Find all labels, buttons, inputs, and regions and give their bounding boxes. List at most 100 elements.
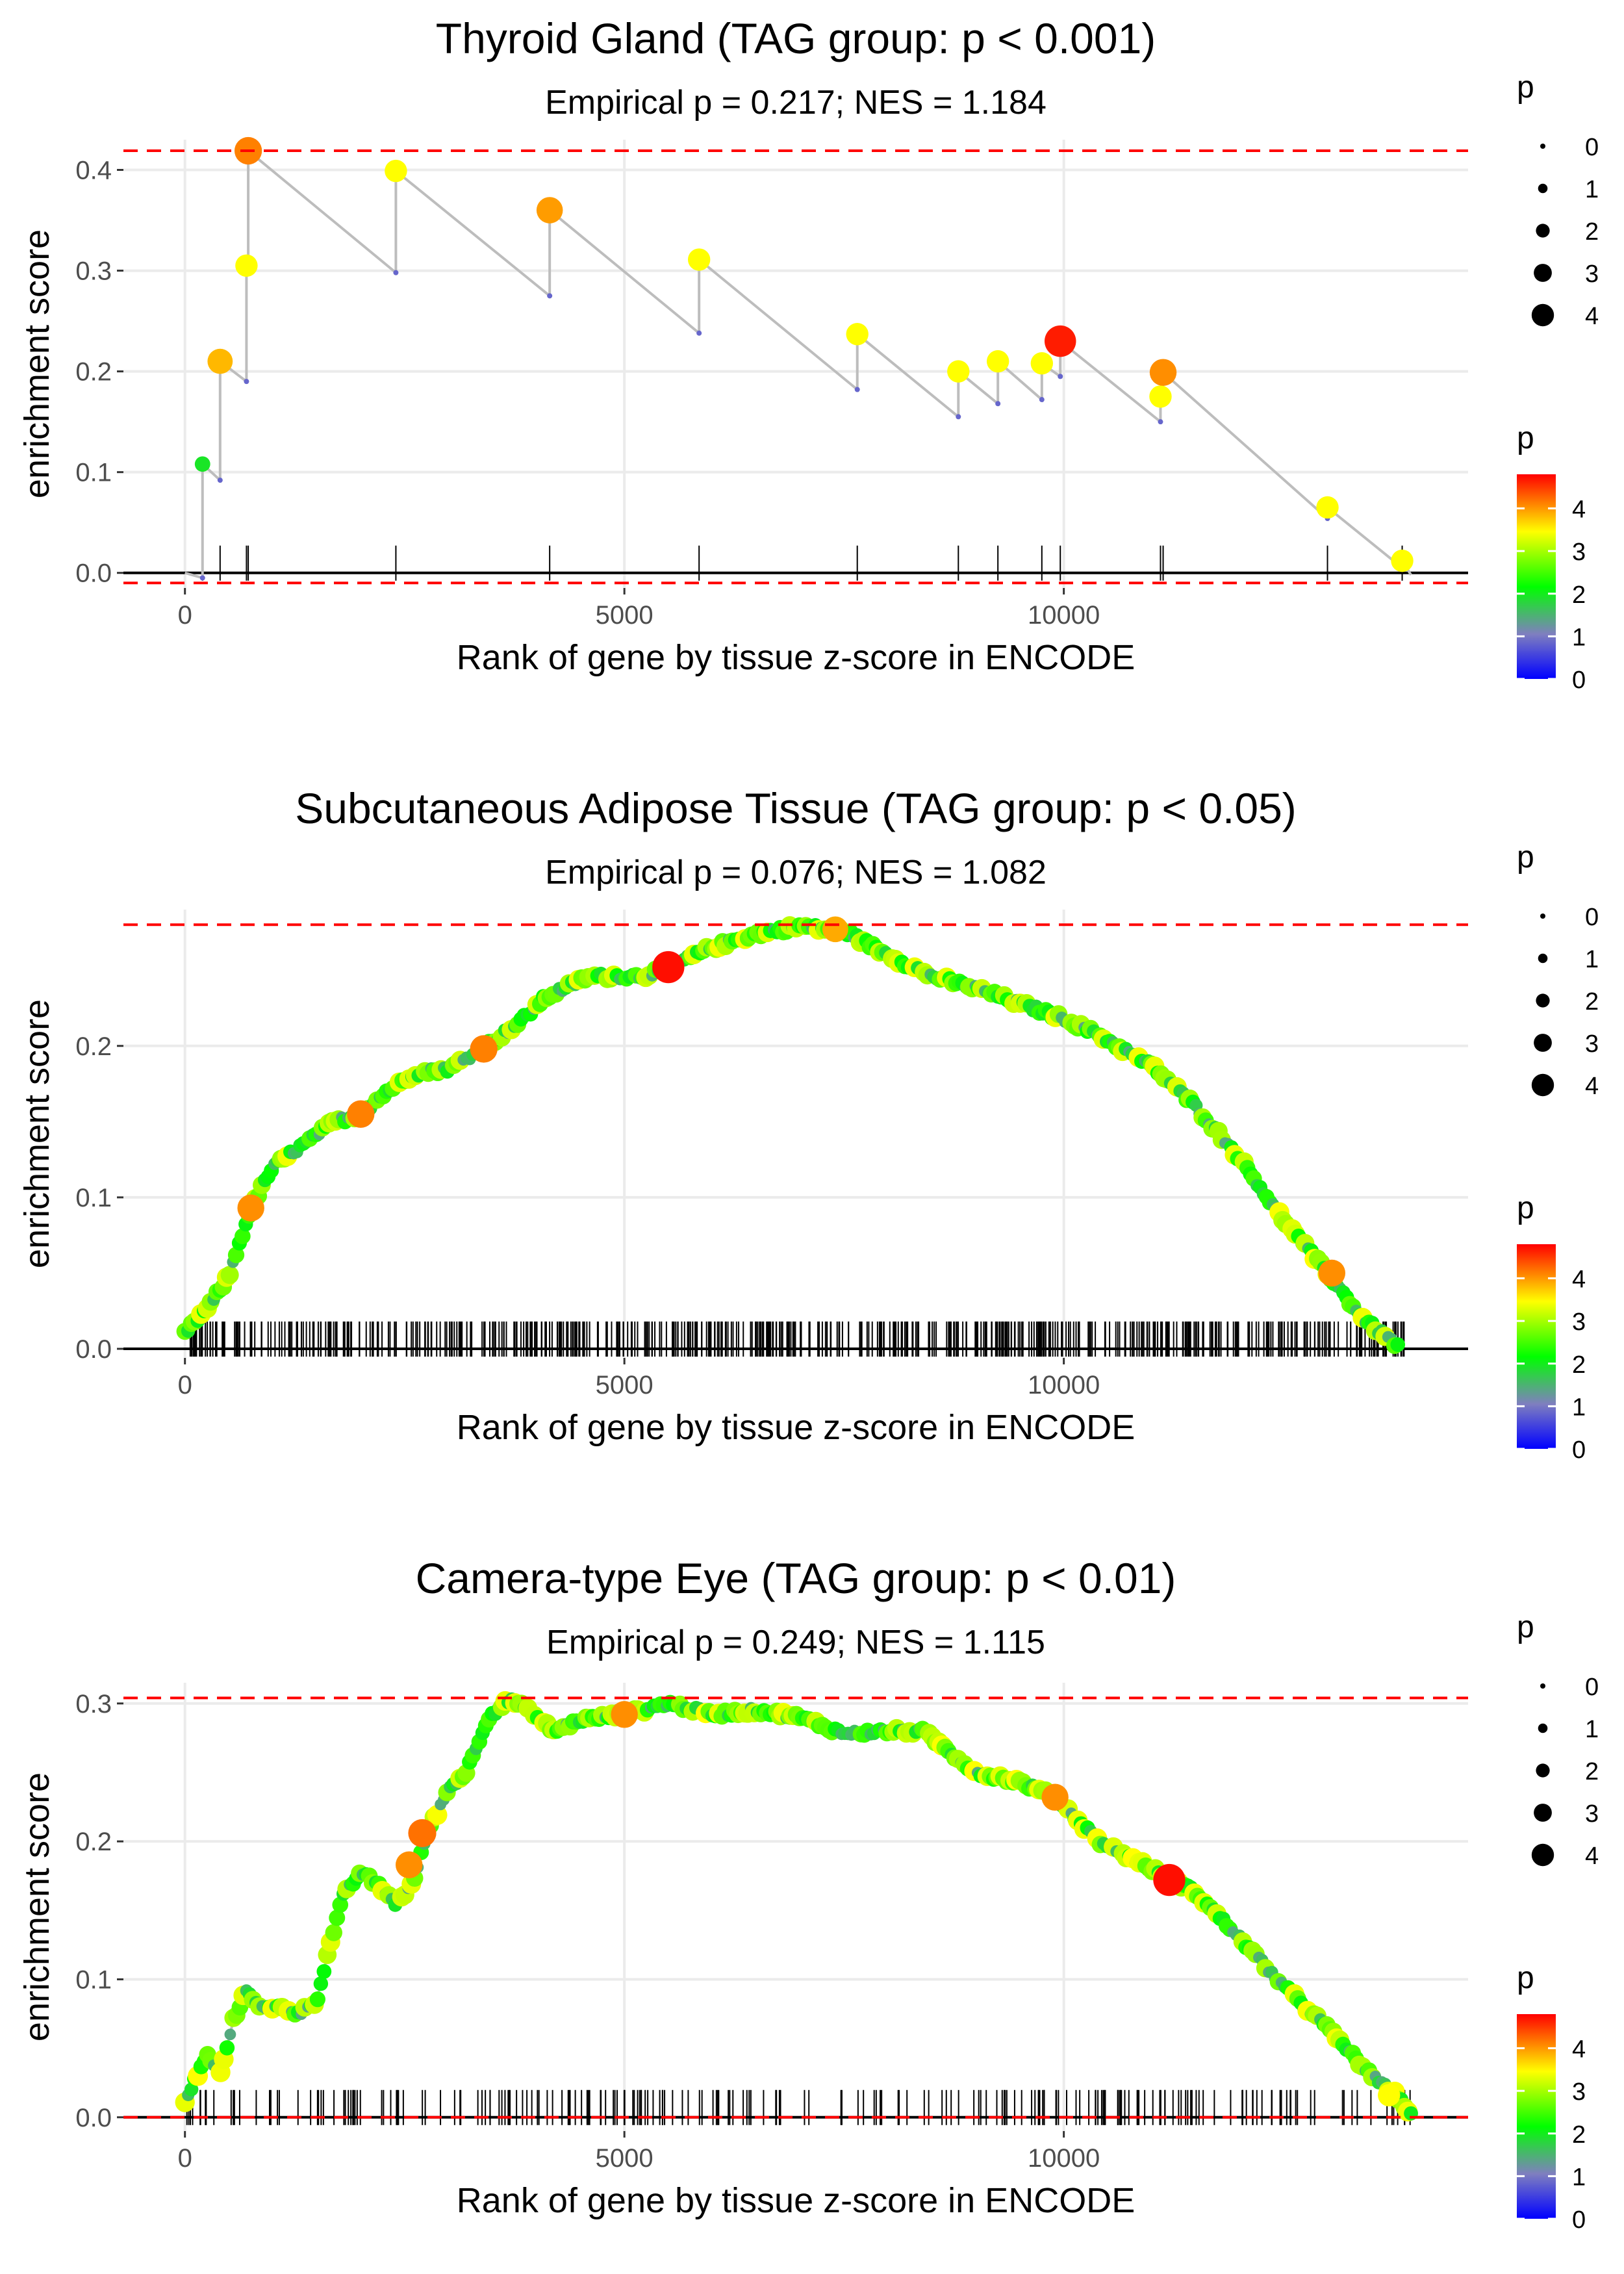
- es-point-minor: [956, 414, 961, 420]
- size-legend-label: 2: [1585, 988, 1599, 1016]
- color-legend-bar: [1517, 474, 1556, 679]
- size-legend-key: [1536, 993, 1550, 1008]
- y-tick-label: 0.2: [75, 1032, 112, 1061]
- size-legend-key: [1531, 1843, 1554, 1867]
- y-tick-label: 0.1: [75, 1965, 112, 1994]
- y-tick-label: 0.0: [75, 2104, 112, 2132]
- y-tick-label: 0.2: [75, 358, 112, 387]
- es-point: [224, 2028, 236, 2041]
- size-legend-key: [1540, 144, 1545, 149]
- x-tick-label: 10000: [1028, 1371, 1100, 1399]
- size-legend-label: 1: [1585, 176, 1599, 203]
- y-tick-label: 0.1: [75, 1184, 112, 1212]
- x-axis-title: Rank of gene by tissue z-score in ENCODE: [457, 638, 1135, 677]
- es-point-highlight: [822, 916, 848, 943]
- es-point-minor: [393, 270, 399, 275]
- size-legend-key: [1538, 183, 1548, 194]
- x-axis-title: Rank of gene by tissue z-score in ENCODE: [457, 2181, 1135, 2220]
- color-legend-label: 0: [1572, 1437, 1586, 1464]
- chart-subtitle: Empirical p = 0.217; NES = 1.184: [545, 84, 1047, 121]
- y-axis-title: enrichment score: [18, 229, 57, 498]
- es-point-minor: [199, 575, 205, 581]
- es-point: [325, 1924, 342, 1941]
- color-legend-label: 4: [1572, 2036, 1586, 2063]
- size-legend-label: 4: [1585, 303, 1599, 330]
- color-legend-label: 3: [1572, 539, 1586, 566]
- es-point: [235, 254, 258, 277]
- chart-title: Camera-type Eye (TAG group: p < 0.01): [416, 1554, 1176, 1602]
- panel-3: Camera-type Eye (TAG group: p < 0.01) Emp…: [18, 1554, 1599, 2234]
- color-legend-label: 1: [1572, 1394, 1586, 1421]
- es-point-highlight: [347, 1100, 375, 1128]
- size-legend-label: 3: [1585, 1030, 1599, 1058]
- color-legend-label: 0: [1572, 2206, 1586, 2234]
- es-point-highlight: [470, 1035, 498, 1063]
- size-legend-label: 4: [1585, 1843, 1599, 1870]
- y-tick-label: 0.3: [75, 1690, 112, 1718]
- es-point: [687, 248, 711, 271]
- color-legend-label: 3: [1572, 1309, 1586, 1336]
- panel-2: Subcutaneous Adipose Tissue (TAG group: …: [18, 784, 1599, 1464]
- es-point: [219, 2040, 235, 2056]
- es-point-highlight: [408, 1819, 437, 1848]
- y-tick-label: 0.4: [75, 157, 112, 185]
- color-legend-bar: [1517, 2014, 1556, 2219]
- y-axis-title: enrichment score: [18, 999, 57, 1268]
- size-legend-label: 3: [1585, 261, 1599, 288]
- size-legend-label: 4: [1585, 1073, 1599, 1100]
- es-point-highlight: [1153, 1863, 1186, 1897]
- size-legend-key: [1534, 264, 1552, 282]
- color-legend-bar: [1517, 1244, 1556, 1449]
- es-point-highlight: [395, 1851, 423, 1878]
- color-legend-title: p: [1517, 421, 1534, 455]
- size-legend-key: [1531, 1073, 1554, 1097]
- size-legend-title: p: [1517, 1610, 1534, 1644]
- es-point-highlight: [611, 1701, 638, 1728]
- size-legend-key: [1531, 303, 1554, 327]
- y-tick-label: 0.1: [75, 459, 112, 487]
- es-point: [536, 197, 563, 224]
- x-tick-label: 0: [178, 601, 192, 630]
- color-legend-label: 1: [1572, 624, 1586, 651]
- es-point-minor: [995, 401, 1001, 407]
- size-legend-key: [1540, 1683, 1545, 1689]
- size-legend-key: [1538, 953, 1548, 964]
- es-point-minor: [1039, 397, 1045, 403]
- size-legend-label: 2: [1585, 1758, 1599, 1785]
- es-point: [1149, 385, 1172, 408]
- size-legend-label: 2: [1585, 218, 1599, 246]
- size-legend-label: 1: [1585, 1716, 1599, 1743]
- color-legend-label: 4: [1572, 496, 1586, 524]
- es-point-highlight: [1318, 1259, 1346, 1287]
- size-legend-label: 0: [1585, 1674, 1599, 1701]
- es-point: [313, 1976, 329, 1991]
- color-legend-label: 2: [1572, 2121, 1586, 2149]
- x-axis-title: Rank of gene by tissue z-score in ENCODE: [457, 1408, 1135, 1447]
- es-point: [207, 348, 233, 374]
- es-point: [1044, 325, 1076, 357]
- panel-1: Thyroid Gland (TAG group: p < 0.001) Empi…: [18, 14, 1599, 694]
- es-point: [846, 323, 869, 346]
- x-tick-label: 5000: [596, 601, 653, 630]
- color-legend-label: 1: [1572, 2164, 1586, 2191]
- es-point-minor: [217, 478, 223, 483]
- es-point-minor: [1058, 374, 1063, 379]
- size-legend-title: p: [1517, 840, 1534, 875]
- color-legend-label: 3: [1572, 2078, 1586, 2106]
- size-legend-key: [1536, 224, 1550, 238]
- size-legend-label: 1: [1585, 946, 1599, 973]
- x-tick-label: 0: [178, 2144, 192, 2173]
- size-legend-key: [1534, 1804, 1552, 1822]
- size-legend-title: p: [1517, 70, 1534, 105]
- y-tick-label: 0.3: [75, 257, 112, 286]
- es-point: [1391, 549, 1414, 572]
- size-legend-label: 0: [1585, 904, 1599, 931]
- es-point-minor: [854, 387, 860, 392]
- es-point-minor: [547, 293, 553, 299]
- y-tick-label: 0.2: [75, 1828, 112, 1856]
- size-legend-key: [1540, 913, 1545, 919]
- es-point: [194, 456, 210, 472]
- x-tick-label: 10000: [1028, 2144, 1100, 2173]
- es-point-minor: [244, 379, 249, 385]
